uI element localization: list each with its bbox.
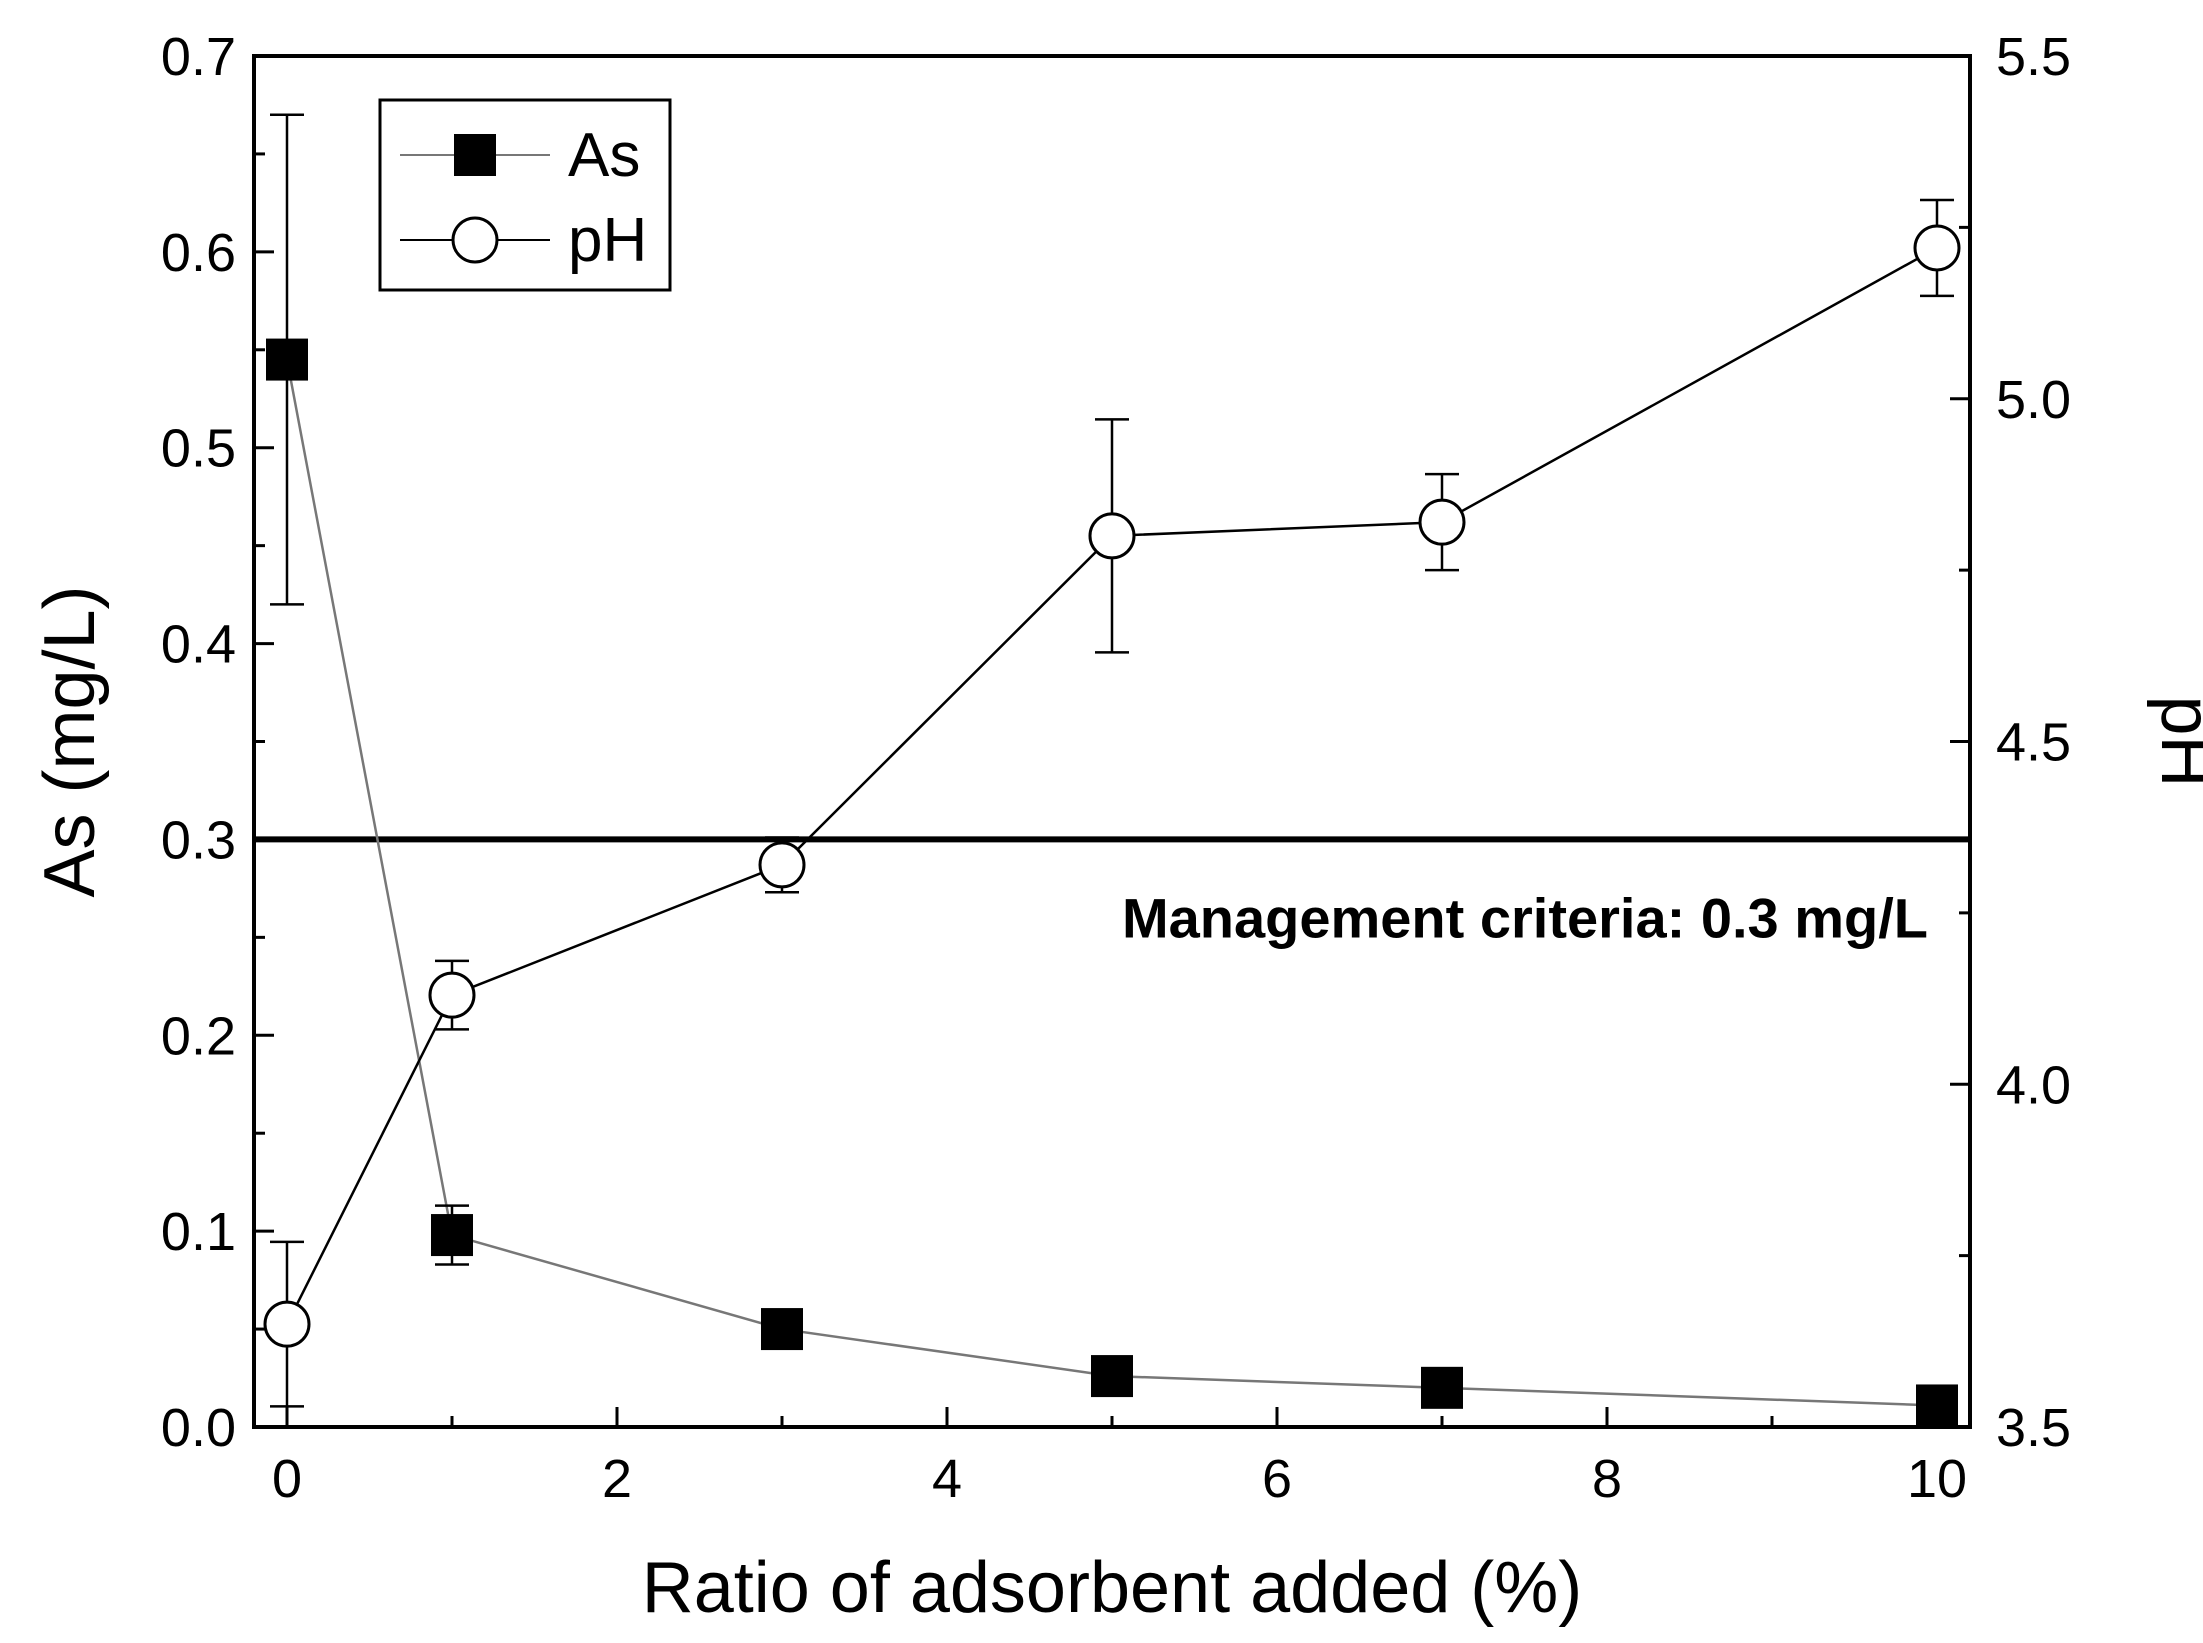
x-axis-title: Ratio of adsorbent added (%) [642, 1548, 1583, 1628]
legend: As pH [378, 98, 672, 292]
error-bars [270, 113, 1954, 1408]
y2-axis-title: pH [2146, 695, 2203, 787]
ph-point [758, 841, 806, 889]
legend-box [378, 98, 672, 292]
y2-tick-label: 4.5 [1996, 713, 2071, 773]
axis-ticks: 0.0 0.1 0.2 0.3 0.4 0.5 0.6 0.7 3.5 4.0 4.5 5.0 5.5 0… [161, 27, 2071, 1509]
ph-point [1088, 512, 1136, 560]
as-point [431, 1214, 473, 1257]
as-point [761, 1308, 803, 1351]
y-axis-title: As (mg/L) [30, 585, 110, 897]
legend-as-marker [454, 134, 496, 176]
x-tick-label: 6 [1262, 1449, 1292, 1509]
ph-point [1418, 498, 1466, 546]
reference-line-label: Management criteria: 0.3 mg/L [1122, 886, 1928, 949]
as-series-line [285, 359, 1938, 1407]
x-tick-label: 4 [932, 1449, 962, 1509]
y-tick-label: 0.4 [161, 615, 236, 675]
x-tick-label: 10 [1907, 1449, 1967, 1509]
y-tick-label: 0.1 [161, 1202, 236, 1262]
ph-point [263, 1300, 311, 1348]
legend-ph-marker [451, 216, 499, 264]
as-point [1916, 1384, 1958, 1427]
y-tick-label: 0.6 [161, 223, 236, 283]
x-tick-label: 8 [1592, 1449, 1622, 1509]
y2-tick-label: 3.5 [1996, 1398, 2071, 1458]
y2-tick-label: 5.5 [1996, 27, 2071, 87]
y-tick-label: 0.3 [161, 810, 236, 870]
y-tick-label: 0.0 [161, 1398, 236, 1458]
y2-tick-label: 5.0 [1996, 370, 2071, 430]
as-point [266, 338, 308, 381]
data-points [263, 224, 1961, 1427]
y-tick-label: 0.7 [161, 27, 236, 87]
y-tick-label: 0.2 [161, 1006, 236, 1066]
plot-frame [252, 54, 1972, 1429]
ph-point [428, 971, 476, 1019]
ph-point [1913, 224, 1961, 272]
x-tick-label: 0 [272, 1449, 302, 1509]
legend-ph-label: pH [568, 206, 647, 275]
series-lines [285, 246, 1938, 1407]
as-point [1091, 1355, 1133, 1398]
x-tick-label: 2 [602, 1449, 632, 1509]
as-point [1421, 1366, 1463, 1409]
ph-series-line [285, 246, 1938, 1325]
y2-tick-label: 4.0 [1996, 1055, 2071, 1115]
legend-as-label: As [568, 121, 640, 190]
y-tick-label: 0.5 [161, 419, 236, 479]
